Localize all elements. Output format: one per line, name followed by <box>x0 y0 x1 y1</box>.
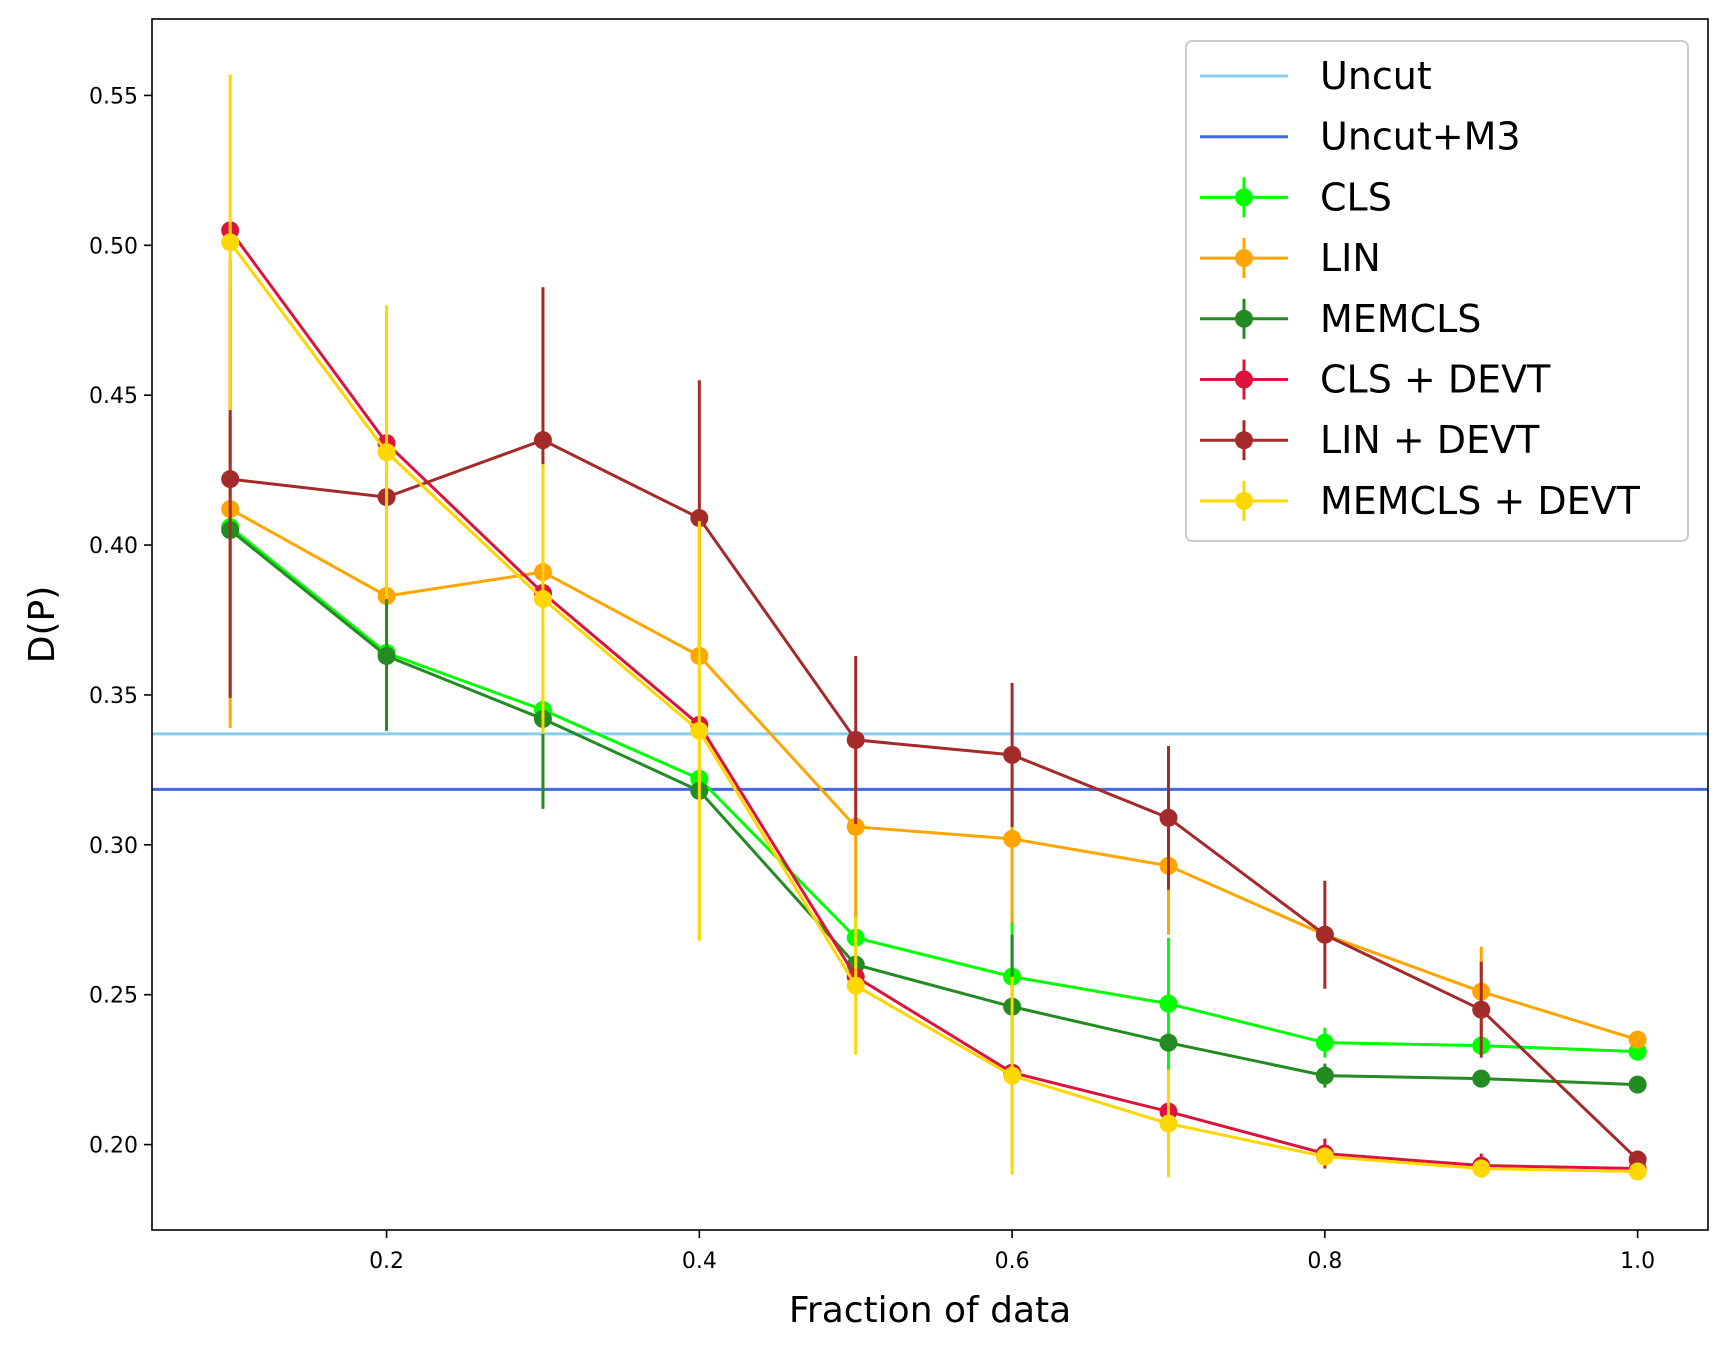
data-point <box>1472 1069 1491 1088</box>
y-tick-label: 0.40 <box>89 534 138 559</box>
data-point <box>1159 808 1178 827</box>
legend-item-lin-devt: LIN + DEVT <box>1200 418 1540 462</box>
legend-label: Uncut+M3 <box>1320 115 1521 159</box>
series-memcls <box>221 521 1647 1094</box>
legend: Uncut Uncut+M3 CLS LIN MEMCLS CLS + DEVT LIN +… <box>1185 40 1689 542</box>
legend-item-lin: LIN <box>1200 236 1381 280</box>
data-point <box>1159 1033 1178 1052</box>
legend-label: MEMCLS + DEVT <box>1320 479 1641 523</box>
y-tick-label: 0.35 <box>89 684 138 709</box>
data-point <box>690 509 709 528</box>
y-axis-label: D(P) <box>22 586 63 664</box>
legend-swatch-marker <box>1235 188 1253 207</box>
data-point <box>533 590 552 609</box>
legend-swatch-marker <box>1235 431 1253 450</box>
data-point <box>846 730 865 749</box>
x-tick-label: 0.4 <box>682 1249 717 1274</box>
x-tick-label: 0.2 <box>369 1249 404 1274</box>
data-point <box>1003 745 1022 764</box>
x-axis-label: Fraction of data <box>789 1290 1071 1331</box>
legend-label: Uncut <box>1320 54 1432 98</box>
legend-swatch-marker <box>1235 309 1253 328</box>
y-tick-label: 0.30 <box>89 834 138 859</box>
x-tick-label: 1.0 <box>1620 1249 1655 1274</box>
plot-contents <box>152 74 1708 1181</box>
legend-item-uncut-m3: Uncut+M3 <box>1200 115 1521 159</box>
legend-frame <box>1185 40 1689 542</box>
data-point <box>1472 1000 1491 1019</box>
legend-swatch-marker <box>1235 491 1253 510</box>
legend-item-cls-devt: CLS + DEVT <box>1200 358 1551 402</box>
data-point <box>1628 1030 1647 1049</box>
data-point <box>221 233 240 252</box>
data-point <box>377 646 396 665</box>
data-point <box>846 976 865 995</box>
data-point <box>221 470 240 489</box>
legend-label: MEMCLS <box>1320 297 1481 341</box>
legend-item-memcls: MEMCLS <box>1200 297 1481 341</box>
series-line <box>228 229 1638 1171</box>
y-tick-label: 0.20 <box>89 1134 138 1159</box>
data-point <box>1472 1159 1491 1178</box>
y-tick-label: 0.25 <box>89 984 138 1009</box>
data-point <box>690 721 709 740</box>
data-point <box>1159 1114 1178 1133</box>
series-memcls-devt <box>221 74 1647 1181</box>
data-point <box>1315 1033 1334 1052</box>
legend-item-memcls-devt: MEMCLS + DEVT <box>1200 479 1641 523</box>
y-tick-label: 0.55 <box>89 84 138 109</box>
data-point <box>1003 1066 1022 1085</box>
data-point <box>1315 925 1334 944</box>
legend-label: CLS + DEVT <box>1320 358 1551 402</box>
data-point <box>846 817 865 836</box>
y-tick-label: 0.45 <box>89 384 138 409</box>
data-point <box>377 443 396 462</box>
legend-swatch-marker <box>1235 370 1253 389</box>
data-point <box>533 431 552 450</box>
plot-area <box>152 74 1708 1181</box>
data-point <box>1628 1075 1647 1094</box>
series-line <box>229 528 1638 1087</box>
series-line <box>230 438 1639 1161</box>
axes-frame <box>151 18 1709 1231</box>
legend-swatch-marker <box>1235 249 1253 268</box>
legend-label: LIN + DEVT <box>1320 418 1540 462</box>
series-line <box>228 241 1638 1174</box>
legend-label: CLS <box>1320 175 1392 219</box>
data-point <box>1003 829 1022 848</box>
y-tick-label: 0.50 <box>89 234 138 259</box>
x-tick-label: 0.6 <box>995 1249 1030 1274</box>
data-point <box>1315 1147 1334 1166</box>
legend-item-cls: CLS <box>1200 175 1392 219</box>
series-line <box>229 507 1639 1042</box>
series-line <box>229 525 1638 1054</box>
data-point <box>1159 994 1178 1013</box>
legend-label: LIN <box>1320 236 1381 280</box>
data-point <box>1315 1066 1334 1085</box>
axes: 0.2 0.4 0.6 0.8 1.0 0.20 0.25 0.30 0.35 0.40 0.45 0… <box>89 18 1709 1274</box>
x-tick-label: 0.8 <box>1307 1249 1342 1274</box>
legend-item-uncut: Uncut <box>1200 54 1432 98</box>
data-point <box>1628 1162 1647 1181</box>
